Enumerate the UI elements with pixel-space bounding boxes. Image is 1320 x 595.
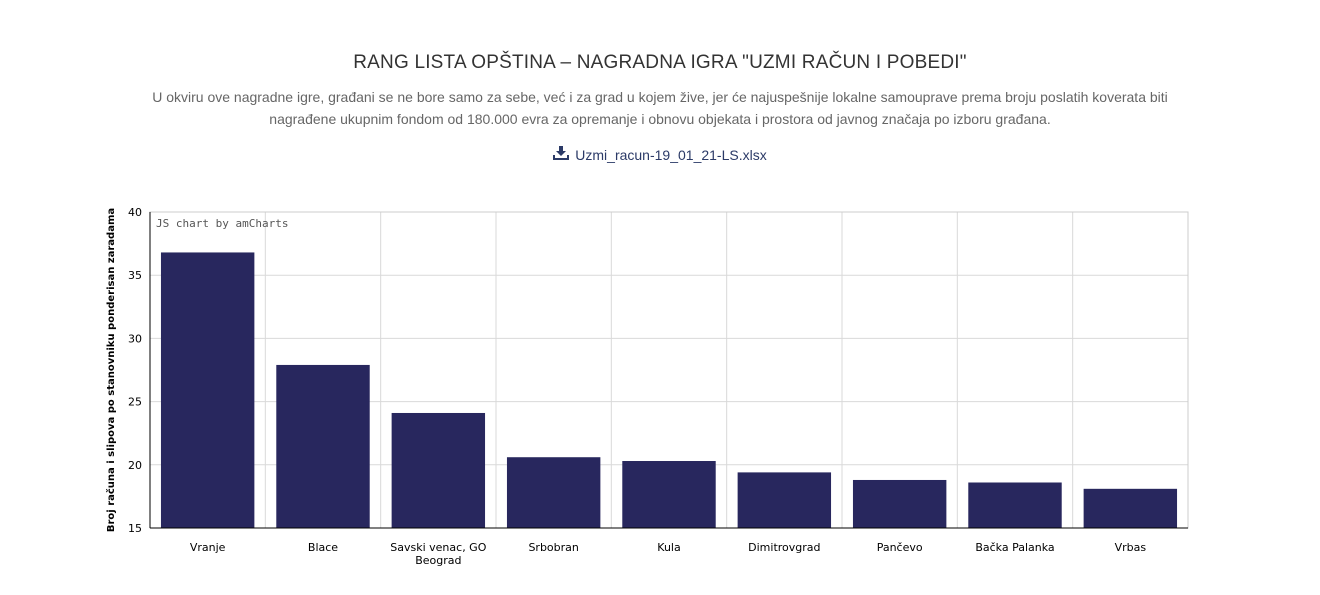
- intro-line-2: nagrađene ukupnim fondom od 180.000 evra…: [269, 111, 1051, 127]
- x-tick-label: Vranje: [190, 541, 226, 554]
- download-filename: Uzmi_racun-19_01_21-LS.xlsx: [575, 146, 767, 163]
- y-tick-label: 40: [128, 206, 142, 219]
- download-icon: [553, 146, 570, 163]
- intro-line-1: U okviru ove nagradne igre, građani se n…: [152, 89, 1168, 105]
- bar-8[interactable]: [968, 482, 1062, 528]
- x-tick-label: Vrbas: [1115, 541, 1147, 554]
- download-row: Uzmi_racun-19_01_21-LS.xlsx: [0, 146, 1320, 163]
- y-tick-label: 15: [128, 522, 142, 535]
- download-link[interactable]: Uzmi_racun-19_01_21-LS.xlsx: [553, 146, 767, 163]
- bar-6[interactable]: [737, 472, 832, 528]
- bar-4[interactable]: [506, 457, 601, 528]
- intro-text: U okviru ove nagradne igre, građani se n…: [110, 86, 1210, 130]
- x-tick-label: Dimitrovgrad: [748, 541, 820, 554]
- page-title: RANG LISTA OPŠTINA – NAGRADNA IGRA "UZMI…: [353, 52, 967, 73]
- x-tick-label: Bačka Palanka: [975, 541, 1054, 554]
- bar-7[interactable]: [852, 479, 947, 528]
- bar-3[interactable]: [391, 412, 486, 528]
- bar-9[interactable]: [1083, 488, 1178, 528]
- bar-chart: 15 20 25 30 35 40 Vranje Blace Savski venac, GO B…: [105, 206, 1189, 567]
- x-tick-label: Pančevo: [877, 541, 923, 554]
- y-tick-label: 20: [128, 459, 142, 472]
- bar-5[interactable]: [622, 461, 716, 528]
- y-axis-title: Broj računa i slipova po stanovniku pond…: [105, 208, 117, 532]
- x-tick-label: Srbobran: [528, 541, 578, 554]
- y-tick-label: 25: [128, 396, 142, 409]
- y-tick-label: 35: [128, 269, 142, 282]
- x-tick-label: Savski venac, GO Beograd: [390, 541, 486, 567]
- x-tick-label: Kula: [657, 541, 680, 554]
- x-tick-label: Blace: [308, 541, 338, 554]
- y-tick-label: 30: [128, 332, 142, 345]
- chart-credit[interactable]: JS chart by amCharts: [156, 217, 288, 230]
- bar-2[interactable]: [276, 364, 370, 528]
- bar-1[interactable]: [160, 252, 255, 528]
